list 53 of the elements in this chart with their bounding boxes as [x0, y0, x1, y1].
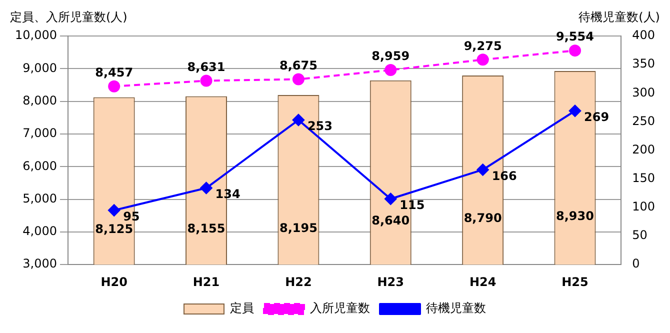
data-label: 9,554: [556, 30, 594, 44]
data-label: 8,125: [95, 222, 134, 236]
y2-tick-label: 250: [632, 114, 655, 128]
x-tick-label: H24: [469, 274, 496, 289]
data-label: 8,675: [279, 58, 318, 72]
y-tick-label: 6,000: [22, 158, 57, 173]
data-label: 8,155: [187, 222, 226, 236]
y2-tick-label: 150: [632, 171, 655, 185]
point: [292, 114, 304, 126]
data-label: 8,959: [372, 49, 410, 64]
point: [569, 104, 582, 117]
legend-label: 待機児童数: [426, 301, 486, 316]
data-label: 8,457: [95, 66, 134, 80]
x-tick-label: H23: [377, 274, 404, 289]
y2-tick-label: 100: [632, 200, 655, 214]
data-label: 8,790: [464, 211, 502, 226]
y2-axis-title: 待機児童数(人): [578, 10, 660, 24]
data-label: 8,195: [279, 220, 318, 235]
data-label: 8,930: [556, 208, 594, 223]
legend-label: 入所児童数: [310, 301, 370, 316]
y-tick-label: 8,000: [22, 93, 57, 108]
point: [108, 204, 120, 216]
x-tick-label: H25: [562, 274, 588, 289]
y2-tick-label: 400: [632, 28, 655, 42]
point: [108, 80, 120, 92]
y-axis-title: 定員、入所児童数(人): [10, 10, 128, 24]
y-tick-label: 4,000: [22, 224, 57, 238]
y-tick-label: 3,000: [22, 256, 57, 271]
point: [384, 192, 397, 205]
y2-tick-label: 50: [632, 228, 648, 242]
y-tick-label: 9,000: [22, 60, 57, 75]
data-label: 8,631: [187, 60, 226, 74]
y2-tick-label: 300: [632, 85, 655, 100]
y-tick-label: 5,000: [22, 191, 57, 206]
y2-tick-label: 350: [632, 56, 655, 71]
y2-tick-label: 200: [632, 142, 655, 156]
data-label: 9,275: [464, 38, 502, 53]
legend-label: 定員: [230, 301, 254, 316]
point: [569, 44, 582, 57]
data-label: 95: [123, 209, 140, 224]
x-tick-label: H22: [285, 274, 312, 289]
x-tick-label: H21: [192, 274, 220, 289]
y-tick-label: 7,000: [22, 126, 57, 140]
point: [292, 73, 304, 86]
y-tick-label: 10,000: [14, 28, 57, 42]
point: [476, 164, 489, 176]
point: [200, 182, 212, 194]
point: [476, 54, 489, 66]
point: [384, 64, 397, 76]
point: [200, 74, 212, 87]
x-tick-label: H20: [100, 274, 128, 289]
y2-tick-label: 0: [632, 256, 640, 271]
data-label: 8,640: [372, 214, 410, 228]
